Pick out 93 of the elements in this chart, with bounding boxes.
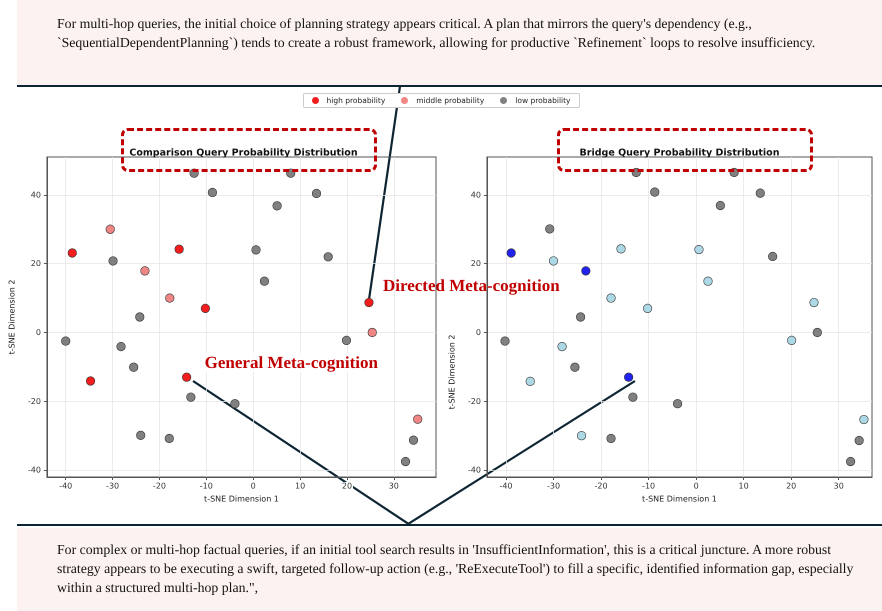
point <box>260 276 269 286</box>
point <box>408 436 418 445</box>
point <box>368 328 377 338</box>
point <box>809 298 819 308</box>
point <box>506 248 516 258</box>
point <box>526 376 535 386</box>
x-tick-label: 10 <box>738 482 749 490</box>
y-tick-label: 40 <box>470 190 481 200</box>
x-tick-label: -40 <box>499 482 513 490</box>
y-tick-label: 20 <box>470 259 481 268</box>
x-tick-label: 20 <box>786 482 796 490</box>
point <box>68 248 77 258</box>
y-tick-label: -40 <box>28 466 41 475</box>
point <box>854 436 864 446</box>
point <box>186 392 196 402</box>
y-tick-label: 0 <box>36 328 41 337</box>
point <box>312 188 322 198</box>
point <box>400 456 410 466</box>
y-tick-label: 40 <box>30 190 41 200</box>
point <box>846 456 856 466</box>
x-tick-label: 0 <box>250 482 256 490</box>
point <box>200 304 210 313</box>
point <box>364 298 374 308</box>
y-tick-label: 20 <box>30 259 41 268</box>
point <box>606 434 616 444</box>
y-tick-label: 0 <box>476 328 481 337</box>
point <box>136 430 146 440</box>
point <box>108 256 118 266</box>
x-tick-label: 30 <box>388 482 399 490</box>
point <box>703 276 713 286</box>
point <box>548 256 558 266</box>
x-tick-label: 0 <box>694 482 699 490</box>
point <box>787 336 796 345</box>
point <box>643 304 652 313</box>
point <box>558 342 567 352</box>
point <box>606 294 616 303</box>
point <box>570 362 580 372</box>
chart-title: Bridge Query Probability Distribution <box>580 148 780 158</box>
point <box>500 336 510 346</box>
x-tick-label: 30 <box>834 482 844 490</box>
point <box>140 266 150 276</box>
point <box>673 399 682 408</box>
x-tick-label: -10 <box>642 482 656 490</box>
point <box>164 434 174 444</box>
x-tick-label: 20 <box>342 482 352 490</box>
point <box>129 362 138 372</box>
y-tick-label: -40 <box>468 466 481 475</box>
point <box>230 399 240 408</box>
x-tick-label: -20 <box>594 482 608 490</box>
point <box>208 188 217 197</box>
text: For multi-hop queries, the initial choice of planning strategy appears critical. A plan that mirrors the query's dependency (e.g., `SequentialDependentPlanning`) tends to create a robust framework, allowing for productive `Refinement` loops to resolve insufficiency. <box>57 15 816 52</box>
point <box>61 336 70 346</box>
x-tick-label: -20 <box>152 482 166 490</box>
point <box>694 245 704 254</box>
y-tick-label: -20 <box>468 396 481 406</box>
x-tick-label: -30 <box>546 482 560 490</box>
point <box>324 252 333 262</box>
point <box>756 188 765 198</box>
point <box>624 372 634 382</box>
point <box>650 188 660 197</box>
point <box>272 201 282 210</box>
x-tick-label: -10 <box>200 482 213 490</box>
point <box>581 266 590 276</box>
point <box>545 224 554 234</box>
point <box>616 244 626 254</box>
point <box>135 312 144 322</box>
x-tick-label: -40 <box>59 482 72 490</box>
annotation: General Meta-cognition <box>204 353 378 372</box>
point <box>716 200 725 210</box>
point <box>106 224 115 234</box>
x-axis-title: t-SNE Dimension 1 <box>204 494 279 504</box>
point <box>859 414 868 424</box>
point <box>174 244 184 254</box>
point <box>342 336 352 345</box>
x-tick-label: -30 <box>106 482 120 490</box>
chart-title: Comparison Query Probability Distribution <box>129 148 358 158</box>
point <box>165 294 174 303</box>
point <box>812 328 822 338</box>
y-axis-title: t-SNE Dimension 2 <box>448 334 456 410</box>
point <box>86 376 96 386</box>
point <box>768 252 778 261</box>
y-tick-label: -20 <box>28 396 41 406</box>
x-axis-title: t-SNE Dimension 1 <box>642 494 717 504</box>
point <box>576 312 586 322</box>
point <box>413 414 422 424</box>
text: For complex or multi-hop factual queries, if an initial tool search results in 'InsufficientInformation', this is a critical juncture. A more robust strategy appears to be executing a swift, targeted follow-up action (e.g., 'ReExecuteTool') to fill a specific, identified information gap, especially within a structured multi-hop plan.", <box>57 541 854 597</box>
point <box>251 245 261 254</box>
point <box>628 392 638 402</box>
point <box>116 342 126 352</box>
point <box>182 372 192 382</box>
point <box>577 431 586 440</box>
x-tick-label: 10 <box>294 482 306 490</box>
y-axis-title: t-SNE Dimension 2 <box>8 280 16 354</box>
